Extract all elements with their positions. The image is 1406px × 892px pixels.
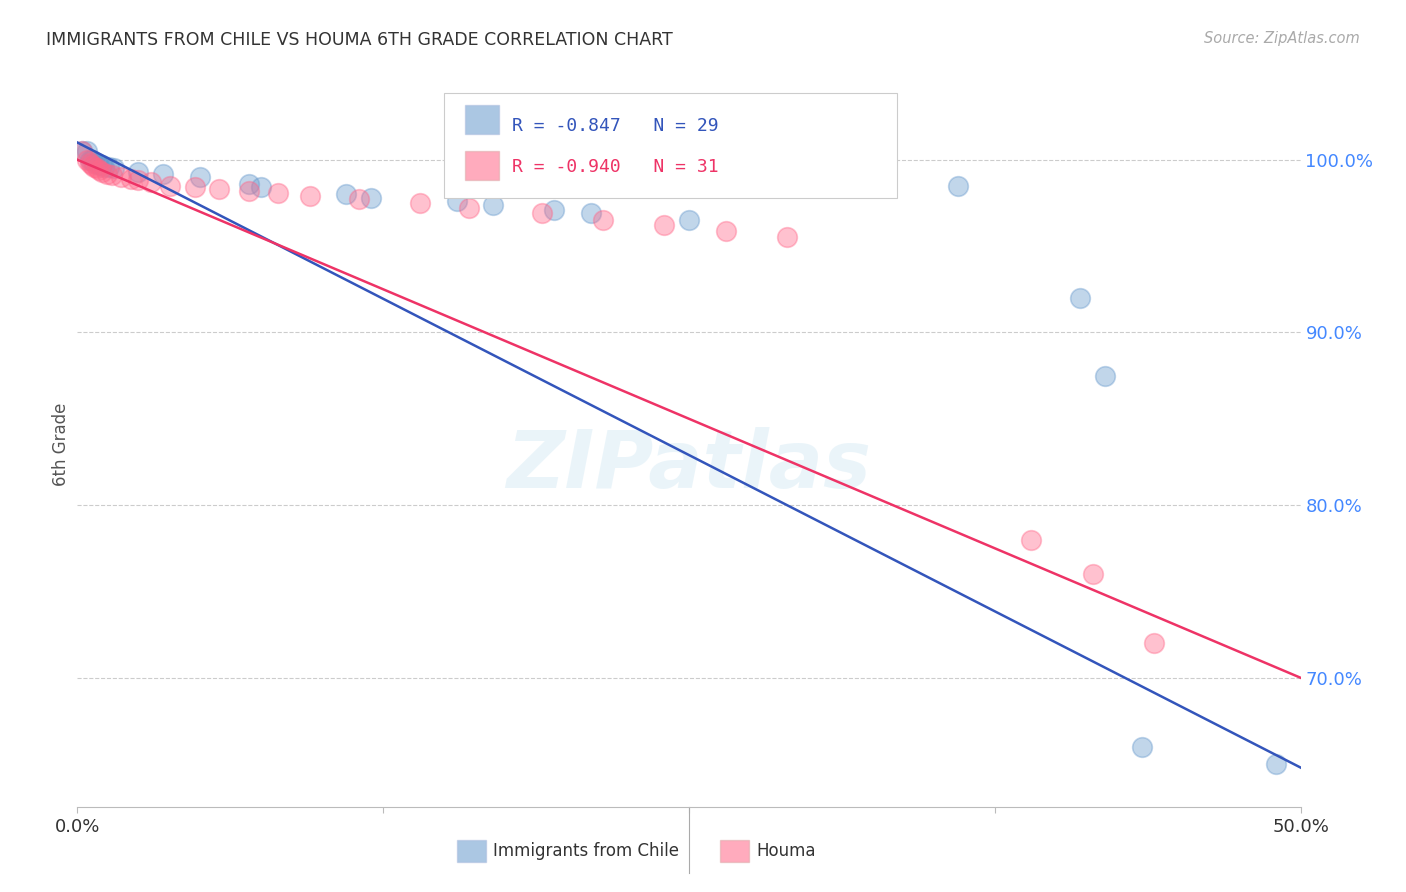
Point bbox=[96, 167, 118, 181]
Point bbox=[89, 158, 111, 172]
Point bbox=[1265, 757, 1288, 772]
Point bbox=[70, 144, 93, 158]
Point bbox=[1130, 739, 1153, 754]
Point bbox=[298, 189, 321, 203]
Point bbox=[714, 223, 737, 237]
Point bbox=[360, 191, 382, 205]
Point bbox=[1094, 368, 1116, 383]
Point bbox=[86, 161, 108, 176]
Point bbox=[100, 169, 122, 183]
Point bbox=[70, 144, 93, 158]
Text: IMMIGRANTS FROM CHILE VS HOUMA 6TH GRADE CORRELATION CHART: IMMIGRANTS FROM CHILE VS HOUMA 6TH GRADE… bbox=[46, 31, 673, 49]
FancyBboxPatch shape bbox=[720, 840, 749, 862]
Text: Immigrants from Chile: Immigrants from Chile bbox=[494, 842, 679, 860]
Point bbox=[531, 206, 554, 220]
Point bbox=[678, 213, 700, 227]
Point bbox=[98, 160, 121, 174]
Point bbox=[76, 153, 98, 167]
Point bbox=[184, 180, 207, 194]
Point bbox=[409, 195, 432, 210]
Point bbox=[347, 193, 370, 207]
Text: Houma: Houma bbox=[756, 842, 815, 860]
Text: ZIPatlas: ZIPatlas bbox=[506, 427, 872, 506]
Text: R = -0.940   N = 31: R = -0.940 N = 31 bbox=[512, 158, 718, 176]
Point bbox=[79, 156, 101, 170]
Point bbox=[152, 167, 174, 181]
Point bbox=[159, 178, 181, 193]
Point bbox=[1069, 291, 1091, 305]
Point bbox=[90, 165, 112, 179]
Point bbox=[482, 197, 505, 211]
Point bbox=[946, 178, 969, 193]
Point bbox=[127, 173, 149, 187]
Y-axis label: 6th Grade: 6th Grade bbox=[52, 403, 70, 486]
Point bbox=[139, 175, 162, 189]
Point bbox=[238, 177, 260, 191]
Point bbox=[267, 186, 290, 200]
Point bbox=[1081, 567, 1104, 582]
Point bbox=[83, 156, 105, 170]
Point bbox=[127, 165, 149, 179]
Point bbox=[457, 201, 479, 215]
Point bbox=[208, 182, 231, 196]
FancyBboxPatch shape bbox=[444, 93, 897, 198]
Point bbox=[79, 153, 101, 167]
Point bbox=[238, 184, 260, 198]
Point bbox=[188, 169, 211, 184]
FancyBboxPatch shape bbox=[457, 840, 486, 862]
Point bbox=[335, 187, 357, 202]
Point bbox=[86, 156, 108, 170]
Point bbox=[543, 202, 565, 217]
Text: Source: ZipAtlas.com: Source: ZipAtlas.com bbox=[1204, 31, 1360, 46]
FancyBboxPatch shape bbox=[465, 151, 499, 180]
Point bbox=[90, 158, 112, 172]
Point bbox=[110, 169, 132, 184]
Point bbox=[446, 194, 468, 209]
Point bbox=[80, 158, 103, 172]
Point bbox=[76, 144, 98, 158]
Point bbox=[250, 180, 273, 194]
Point bbox=[776, 230, 799, 244]
Point bbox=[1021, 533, 1043, 547]
Point bbox=[824, 153, 846, 167]
Point bbox=[1143, 636, 1166, 650]
Point bbox=[93, 160, 115, 174]
Point bbox=[80, 153, 103, 167]
Point bbox=[120, 171, 142, 186]
Point bbox=[83, 160, 105, 174]
Point bbox=[654, 219, 676, 233]
Point bbox=[592, 213, 614, 227]
FancyBboxPatch shape bbox=[465, 104, 499, 134]
Point bbox=[103, 161, 125, 176]
Point bbox=[579, 206, 602, 220]
Point bbox=[89, 163, 111, 178]
Text: R = -0.847   N = 29: R = -0.847 N = 29 bbox=[512, 117, 718, 135]
